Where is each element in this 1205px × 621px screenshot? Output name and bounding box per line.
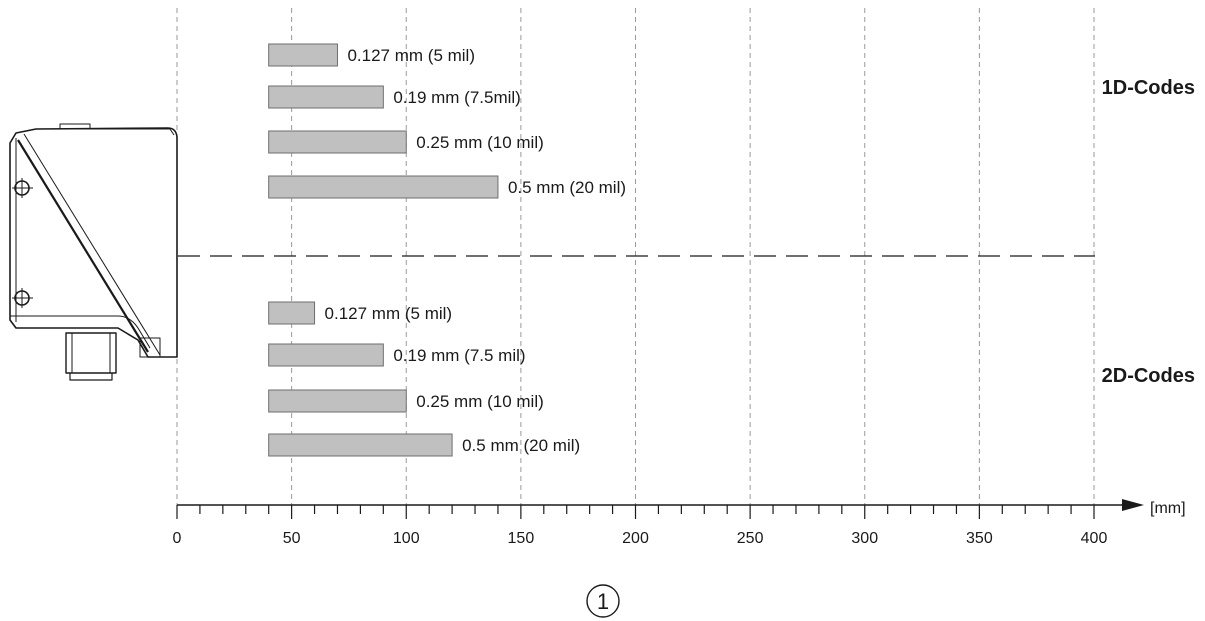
bar-label: 0.19 mm (7.5 mil) — [393, 346, 525, 365]
bar — [268, 85, 384, 109]
x-axis: 0 50 100 150 200 250 300 350 400 — [173, 499, 1144, 547]
bar — [268, 175, 499, 199]
bar — [268, 433, 453, 457]
bars-layer: 0.127 mm (5 mil) 0.19 mm (7.5mil) 0.25 mm … — [268, 43, 626, 457]
x-tick-label: 50 — [283, 530, 301, 547]
bar-label: 0.25 mm (10 mil) — [416, 133, 544, 152]
x-tick-label: 200 — [622, 530, 649, 547]
x-tick-label: 350 — [966, 530, 993, 547]
bar — [268, 43, 338, 67]
bar-label: 0.5 mm (20 mil) — [462, 436, 580, 455]
bar — [268, 130, 407, 154]
group-label-1d: 1D-Codes — [1102, 77, 1195, 99]
group-label-2d: 2D-Codes — [1102, 365, 1195, 387]
x-axis-arrow — [1122, 499, 1144, 511]
x-tick-label: 250 — [737, 530, 764, 547]
bar-label: 0.127 mm (5 mil) — [347, 46, 475, 65]
x-tick-label: 300 — [851, 530, 878, 547]
bar-label: 0.25 mm (10 mil) — [416, 392, 544, 411]
x-axis-unit-label: [mm] — [1150, 500, 1186, 517]
x-tick-label: 150 — [508, 530, 535, 547]
figure-number: 1 — [597, 589, 609, 614]
bar — [268, 301, 316, 325]
x-tick-label: 0 — [173, 530, 182, 547]
scanner-device-icon — [9, 123, 178, 381]
bar-label: 0.19 mm (7.5mil) — [393, 88, 521, 107]
x-tick-label: 100 — [393, 530, 420, 547]
bar-label: 0.127 mm (5 mil) — [325, 304, 453, 323]
bar — [268, 343, 384, 367]
bar-label: 0.5 mm (20 mil) — [508, 178, 626, 197]
x-tick-label: 400 — [1081, 530, 1108, 547]
bar — [268, 389, 407, 413]
figure-number-circle — [586, 584, 620, 618]
